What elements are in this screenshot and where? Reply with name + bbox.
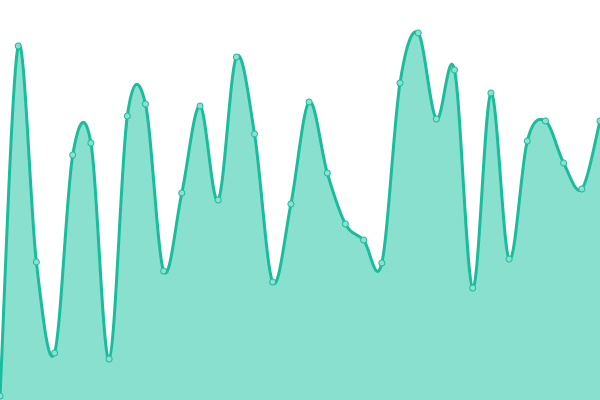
data-point-3	[51, 349, 59, 357]
data-point-16	[287, 200, 295, 208]
data-point-30	[541, 117, 549, 125]
data-points	[0, 29, 600, 400]
data-point-29	[523, 137, 531, 145]
data-point-12	[214, 196, 222, 204]
data-point-14	[251, 130, 259, 138]
data-point-5	[87, 139, 95, 147]
data-point-18	[323, 169, 331, 177]
data-point-13	[232, 53, 240, 61]
area-fill	[0, 31, 600, 400]
data-point-8	[141, 100, 149, 108]
data-point-1	[14, 42, 22, 50]
data-point-6	[105, 355, 113, 363]
data-point-10	[178, 189, 186, 197]
data-point-23	[414, 29, 422, 37]
data-point-7	[123, 112, 131, 120]
data-point-11	[196, 102, 204, 110]
data-point-20	[360, 236, 368, 244]
data-point-27	[487, 89, 495, 97]
data-point-31	[560, 159, 568, 167]
data-point-0	[0, 392, 4, 400]
data-point-21	[378, 259, 386, 267]
data-point-9	[160, 267, 168, 275]
data-point-15	[269, 278, 277, 286]
data-point-26	[469, 284, 477, 292]
data-point-33	[596, 117, 600, 125]
data-point-19	[341, 220, 349, 228]
data-point-25	[451, 66, 459, 74]
data-point-2	[32, 258, 40, 266]
data-point-17	[305, 98, 313, 106]
data-point-4	[69, 151, 77, 159]
data-point-28	[505, 255, 513, 263]
data-point-24	[432, 115, 440, 123]
data-point-22	[396, 79, 404, 87]
data-point-32	[578, 185, 586, 193]
